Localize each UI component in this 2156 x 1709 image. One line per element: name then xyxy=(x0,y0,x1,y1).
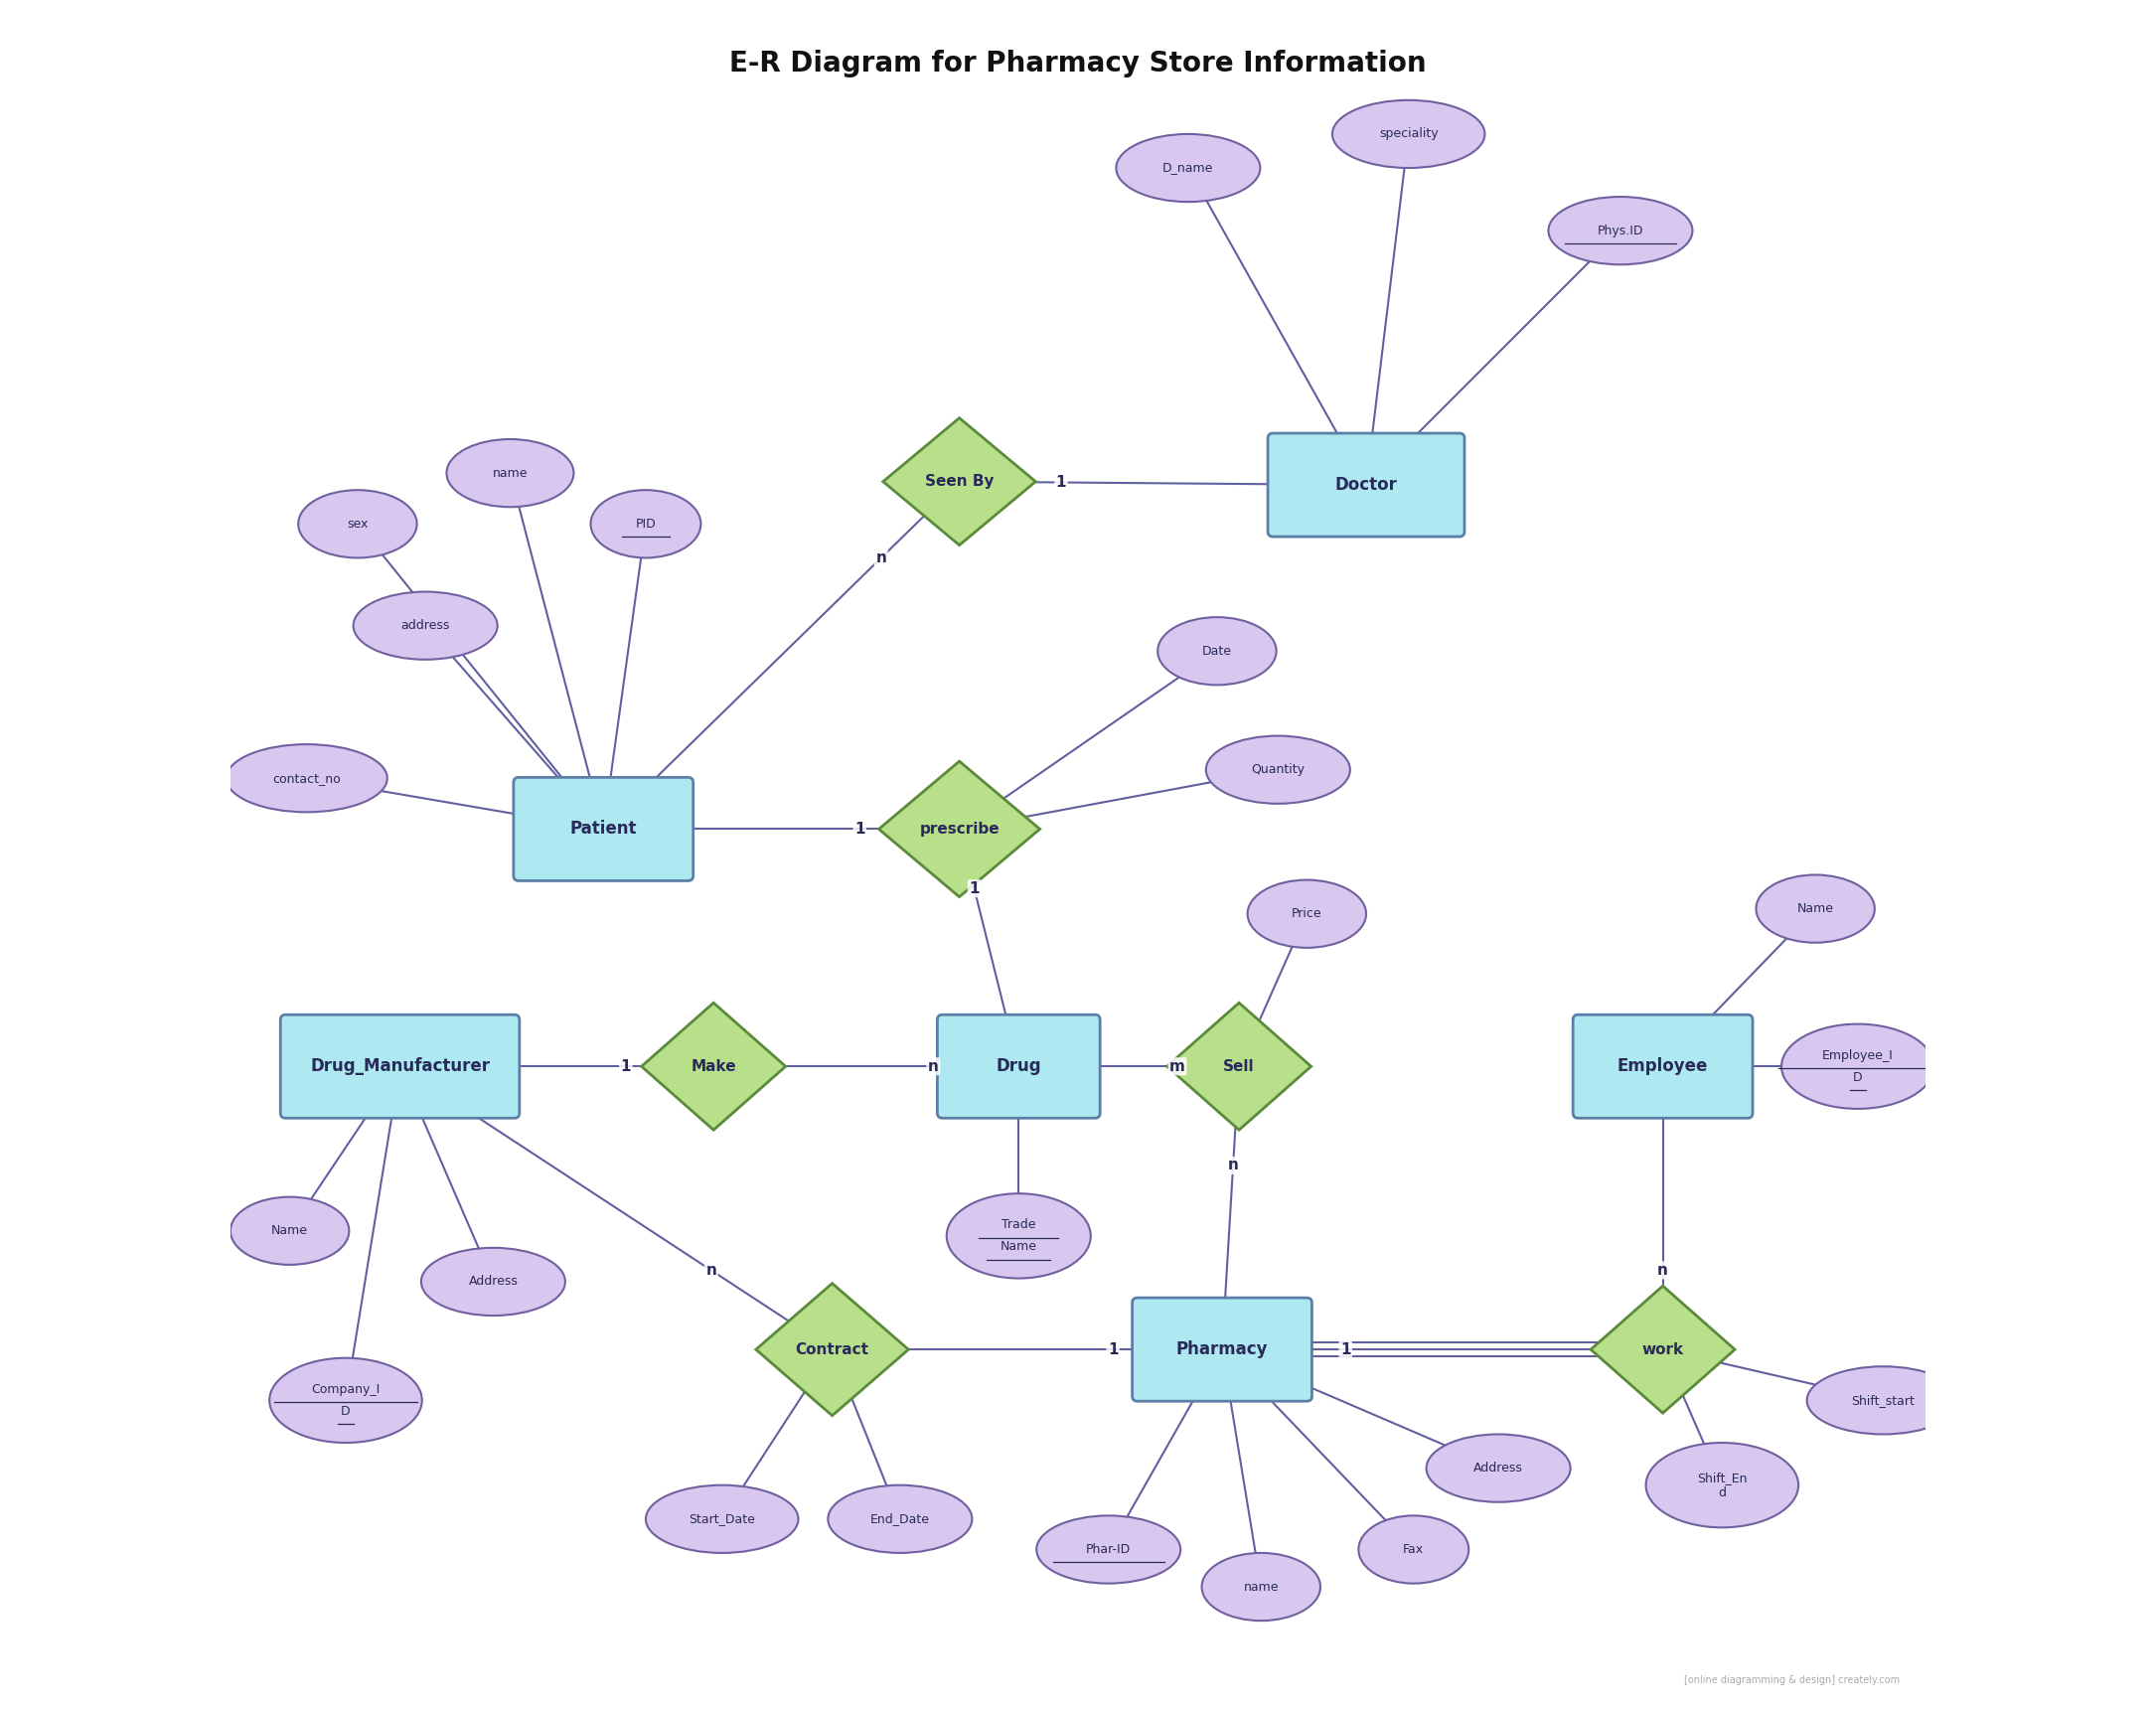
Ellipse shape xyxy=(1037,1516,1181,1584)
Text: Name: Name xyxy=(272,1224,308,1237)
Text: Company_I: Company_I xyxy=(310,1383,379,1396)
Ellipse shape xyxy=(1205,737,1350,803)
Text: Doctor: Doctor xyxy=(1335,477,1397,494)
Text: 1: 1 xyxy=(854,822,865,836)
Text: 1: 1 xyxy=(1341,1342,1350,1357)
Text: Drug: Drug xyxy=(996,1058,1041,1075)
Polygon shape xyxy=(884,419,1035,545)
Ellipse shape xyxy=(446,439,573,508)
FancyBboxPatch shape xyxy=(1132,1297,1311,1401)
Text: Fax: Fax xyxy=(1404,1543,1425,1555)
Text: D: D xyxy=(341,1405,351,1418)
Ellipse shape xyxy=(420,1248,565,1316)
Text: Sell: Sell xyxy=(1222,1060,1255,1073)
Text: Employee: Employee xyxy=(1617,1058,1708,1075)
Ellipse shape xyxy=(231,1196,349,1265)
Ellipse shape xyxy=(828,1485,972,1553)
Ellipse shape xyxy=(1645,1442,1798,1528)
Text: Address: Address xyxy=(1473,1461,1522,1475)
Text: Seen By: Seen By xyxy=(925,473,994,489)
Text: E-R Diagram for Pharmacy Store Information: E-R Diagram for Pharmacy Store Informati… xyxy=(729,50,1427,77)
Text: n: n xyxy=(875,550,886,566)
FancyBboxPatch shape xyxy=(513,778,694,880)
Text: Drug_Manufacturer: Drug_Manufacturer xyxy=(310,1058,489,1075)
Text: Patient: Patient xyxy=(569,820,636,837)
Text: Address: Address xyxy=(468,1275,517,1289)
Text: speciality: speciality xyxy=(1380,128,1438,140)
Text: 1: 1 xyxy=(1108,1342,1119,1357)
Text: Phar-ID: Phar-ID xyxy=(1087,1543,1132,1555)
Ellipse shape xyxy=(1117,133,1261,202)
Ellipse shape xyxy=(1358,1516,1468,1584)
Text: Contract: Contract xyxy=(796,1342,869,1357)
Ellipse shape xyxy=(1248,880,1367,948)
Ellipse shape xyxy=(1781,1024,1934,1109)
Text: n: n xyxy=(1658,1263,1669,1278)
Text: 1: 1 xyxy=(1056,475,1067,490)
Polygon shape xyxy=(1591,1285,1736,1413)
Ellipse shape xyxy=(1332,101,1485,167)
Ellipse shape xyxy=(647,1485,798,1553)
Text: Trade: Trade xyxy=(1003,1219,1035,1232)
FancyBboxPatch shape xyxy=(1268,434,1464,537)
Ellipse shape xyxy=(1807,1367,1960,1434)
Ellipse shape xyxy=(1548,197,1692,265)
Ellipse shape xyxy=(591,490,701,557)
Polygon shape xyxy=(757,1283,908,1415)
Text: Date: Date xyxy=(1203,644,1231,658)
FancyBboxPatch shape xyxy=(280,1015,520,1118)
Text: prescribe: prescribe xyxy=(918,822,1000,836)
Text: Phys.ID: Phys.ID xyxy=(1598,224,1643,238)
Text: contact_no: contact_no xyxy=(272,772,341,784)
Text: m: m xyxy=(1169,1060,1186,1073)
Ellipse shape xyxy=(946,1193,1091,1278)
Ellipse shape xyxy=(1158,617,1276,685)
Ellipse shape xyxy=(354,591,498,660)
Text: Price: Price xyxy=(1291,907,1322,919)
Ellipse shape xyxy=(1201,1553,1319,1620)
Text: D_name: D_name xyxy=(1162,161,1214,174)
Text: Quantity: Quantity xyxy=(1250,764,1304,776)
Text: address: address xyxy=(401,619,451,632)
FancyBboxPatch shape xyxy=(1574,1015,1753,1118)
Ellipse shape xyxy=(226,745,388,812)
Text: [online diagramming & design] creately.com: [online diagramming & design] creately.c… xyxy=(1684,1675,1899,1685)
FancyBboxPatch shape xyxy=(938,1015,1100,1118)
Text: n: n xyxy=(705,1263,716,1278)
Text: End_Date: End_Date xyxy=(871,1512,929,1526)
Text: work: work xyxy=(1643,1342,1684,1357)
Text: PID: PID xyxy=(636,518,655,530)
Text: 1: 1 xyxy=(621,1060,632,1073)
Text: n: n xyxy=(927,1060,938,1073)
Text: sex: sex xyxy=(347,518,369,530)
Text: D: D xyxy=(1852,1072,1863,1084)
Ellipse shape xyxy=(1427,1434,1570,1502)
Polygon shape xyxy=(1166,1003,1311,1130)
Text: Pharmacy: Pharmacy xyxy=(1177,1340,1268,1359)
Text: Shift_En
d: Shift_En d xyxy=(1697,1471,1746,1499)
Ellipse shape xyxy=(1755,875,1876,943)
Text: Make: Make xyxy=(690,1060,735,1073)
Text: Employee_I: Employee_I xyxy=(1822,1049,1893,1061)
Text: Name: Name xyxy=(1796,902,1835,916)
Polygon shape xyxy=(880,761,1039,897)
Polygon shape xyxy=(642,1003,785,1130)
Text: Start_Date: Start_Date xyxy=(688,1512,755,1526)
Text: name: name xyxy=(1244,1581,1279,1593)
Ellipse shape xyxy=(298,490,416,557)
Text: n: n xyxy=(1227,1159,1238,1172)
Text: Name: Name xyxy=(1000,1241,1037,1253)
Text: 1: 1 xyxy=(968,880,979,896)
Text: Shift_start: Shift_start xyxy=(1852,1395,1915,1407)
Ellipse shape xyxy=(270,1359,423,1442)
Text: name: name xyxy=(492,467,528,480)
